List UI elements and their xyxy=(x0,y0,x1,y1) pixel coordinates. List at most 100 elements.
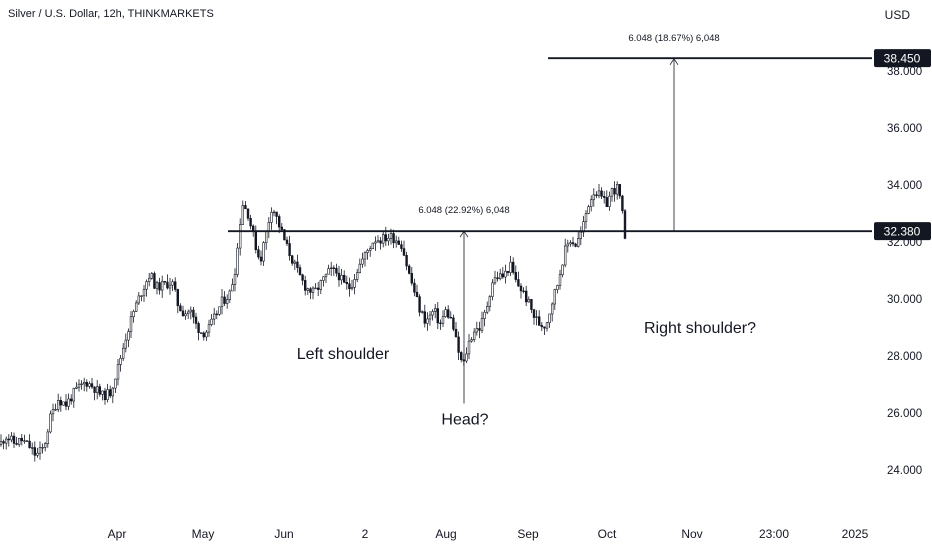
candle-body xyxy=(582,221,585,233)
candle-body xyxy=(550,303,554,315)
candle-body xyxy=(226,299,229,304)
candle-body xyxy=(109,389,112,397)
candle-body xyxy=(90,383,94,388)
candle-body xyxy=(181,310,185,317)
candle-body xyxy=(290,255,294,264)
candle-body xyxy=(36,452,39,456)
candle-body xyxy=(303,280,307,291)
candle-body xyxy=(257,249,260,258)
candle-body xyxy=(62,401,65,406)
candle-body xyxy=(12,435,16,444)
candle-body xyxy=(259,256,263,262)
candle-body xyxy=(392,233,395,244)
candle-body xyxy=(342,274,346,283)
candle-body xyxy=(623,210,627,239)
candle-body xyxy=(426,318,429,324)
candle-body xyxy=(207,324,211,333)
candle-body xyxy=(223,296,226,304)
candle-body xyxy=(366,250,369,253)
candle-body xyxy=(246,208,250,219)
candle-body xyxy=(621,195,624,212)
candle-body xyxy=(142,288,146,297)
candle-body xyxy=(465,353,468,362)
candle-body xyxy=(314,287,317,290)
candle-body xyxy=(70,398,73,402)
candle-body xyxy=(537,316,541,326)
candle-body xyxy=(543,326,546,329)
candle-body xyxy=(254,231,257,250)
candle-body xyxy=(83,381,86,385)
candle-body xyxy=(116,364,120,380)
y-tick-label: 24.000 xyxy=(887,465,922,477)
candle-body xyxy=(137,295,140,304)
level-price-label: 38.450 xyxy=(884,52,921,66)
candle-body xyxy=(363,252,367,260)
candle-body xyxy=(527,299,531,303)
level-price-label: 32.380 xyxy=(884,225,921,239)
candle-body xyxy=(106,389,109,401)
candle-body xyxy=(187,311,190,315)
measure-label: 6.048 (18.67%) 6,048 xyxy=(628,33,719,44)
measure-arrowhead xyxy=(459,230,469,238)
candle-body xyxy=(478,328,481,331)
candle-body xyxy=(563,245,567,266)
candle-body xyxy=(501,273,504,278)
candle-body xyxy=(410,273,413,284)
candle-body xyxy=(400,244,403,249)
candle-body xyxy=(407,265,411,274)
candle-body xyxy=(524,290,528,303)
candle-body xyxy=(192,309,195,318)
candle-body xyxy=(56,400,60,410)
candle-body xyxy=(85,381,89,387)
candle-body xyxy=(233,274,237,285)
candle-body xyxy=(431,311,434,316)
y-tick-label: 34.000 xyxy=(887,180,922,192)
x-tick-label: 23:00 xyxy=(759,527,789,541)
x-tick-label: Aug xyxy=(435,527,456,541)
x-tick-label: 2 xyxy=(362,527,369,541)
candle-body xyxy=(43,443,47,448)
level-price-badge xyxy=(874,222,931,241)
candle-body xyxy=(166,281,169,289)
candle-body xyxy=(93,386,96,393)
candle-body xyxy=(176,289,179,307)
candle-body xyxy=(72,388,76,402)
y-tick-label: 36.000 xyxy=(887,123,922,135)
candle-body xyxy=(275,211,278,217)
candle-body xyxy=(213,313,216,320)
candle-body xyxy=(239,224,242,249)
candle-body xyxy=(5,438,8,444)
candle-body xyxy=(514,272,518,280)
candle-body xyxy=(467,340,471,355)
candle-body xyxy=(46,431,50,445)
candle-body xyxy=(17,437,21,445)
candle-body xyxy=(566,243,570,247)
candle-body xyxy=(532,309,536,318)
candle-body xyxy=(270,212,273,223)
candle-body xyxy=(262,242,265,262)
candle-body xyxy=(30,447,34,449)
candle-body xyxy=(264,230,268,243)
candle-body xyxy=(608,195,611,208)
candle-body xyxy=(433,308,437,312)
candle-body xyxy=(420,311,424,313)
candle-body xyxy=(615,184,619,195)
candle-body xyxy=(23,440,26,442)
candle-body xyxy=(584,213,588,222)
candle-body xyxy=(345,282,348,285)
candle-body xyxy=(530,299,533,310)
candle-body xyxy=(189,309,192,313)
candle-body xyxy=(470,339,473,342)
candle-body xyxy=(155,282,159,289)
candle-body xyxy=(293,261,296,264)
candle-body xyxy=(397,240,400,245)
candle-body xyxy=(163,281,166,283)
candle-body xyxy=(20,437,23,442)
currency-label[interactable]: USD xyxy=(884,8,910,22)
candle-body xyxy=(153,273,156,289)
candle-body xyxy=(267,222,270,232)
candle-body xyxy=(613,188,616,195)
candle-body xyxy=(548,313,551,324)
candle-body xyxy=(579,231,583,239)
